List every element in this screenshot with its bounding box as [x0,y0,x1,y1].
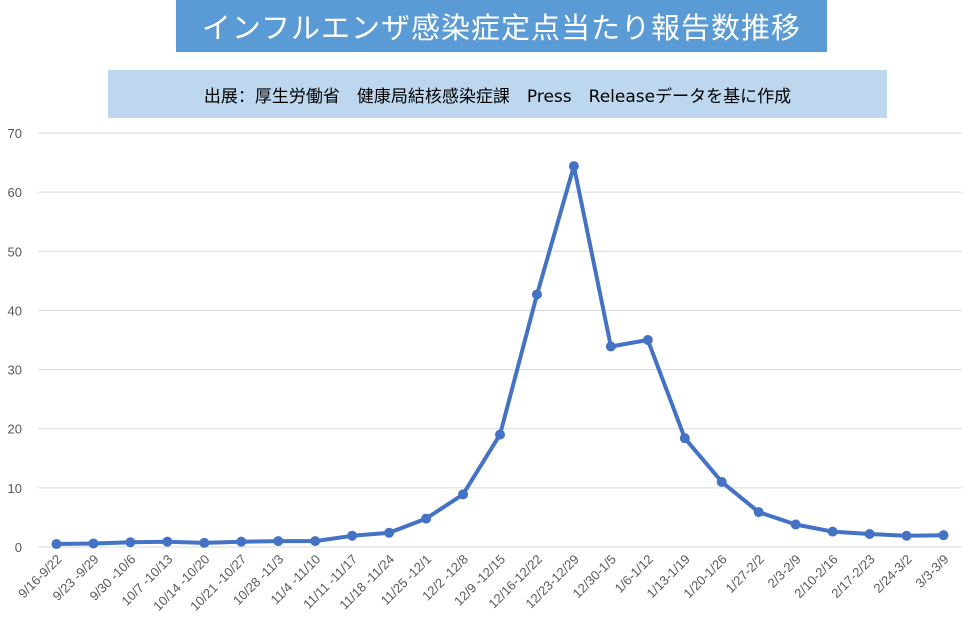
x-tick-label: 3/3-3/9 [912,552,951,591]
data-point [162,536,173,547]
y-tick-label: 70 [8,126,22,141]
y-tick-label: 10 [8,481,22,496]
data-point [273,536,284,547]
data-point [642,335,653,345]
data-point [568,161,579,172]
data-point [236,536,247,547]
data-point [790,519,801,530]
data-point [421,513,432,524]
x-tick-label: 1/27-2/2 [723,552,767,596]
y-tick-label: 50 [8,244,22,259]
data-point [199,537,210,548]
data-point [495,429,505,440]
data-point [51,539,62,550]
data-point [458,489,469,500]
data-point [125,537,136,548]
data-point [347,530,358,541]
y-tick-label: 20 [8,422,22,437]
data-point [827,526,838,537]
data-point [864,528,875,539]
y-tick-label: 30 [8,363,22,378]
chart-title-box: インフルエンザ感染症定点当たり報告数推移 [176,0,827,52]
chart-subtitle: 出展：厚生労働省 健康局結核感染症課 Press Releaseデータを基に作成 [203,86,792,107]
y-tick-label: 40 [8,303,22,318]
data-point [605,341,616,352]
data-point [753,507,764,518]
data-point [938,530,949,541]
data-point [531,289,542,300]
data-point [384,527,395,538]
x-tick-label: 2/24-3/2 [870,552,914,596]
chart-title: インフルエンザ感染症定点当たり報告数推移 [201,11,802,45]
series-line [54,164,946,546]
y-tick-label: 60 [8,185,22,200]
data-point [716,476,727,487]
chart-subtitle-box: 出展：厚生労働省 健康局結核感染症課 Press Releaseデータを基に作成 [108,70,887,118]
data-point [679,433,690,444]
data-point [310,536,321,547]
data-point [901,530,912,541]
data-point [88,538,99,549]
y-tick-label: 0 [15,540,22,555]
